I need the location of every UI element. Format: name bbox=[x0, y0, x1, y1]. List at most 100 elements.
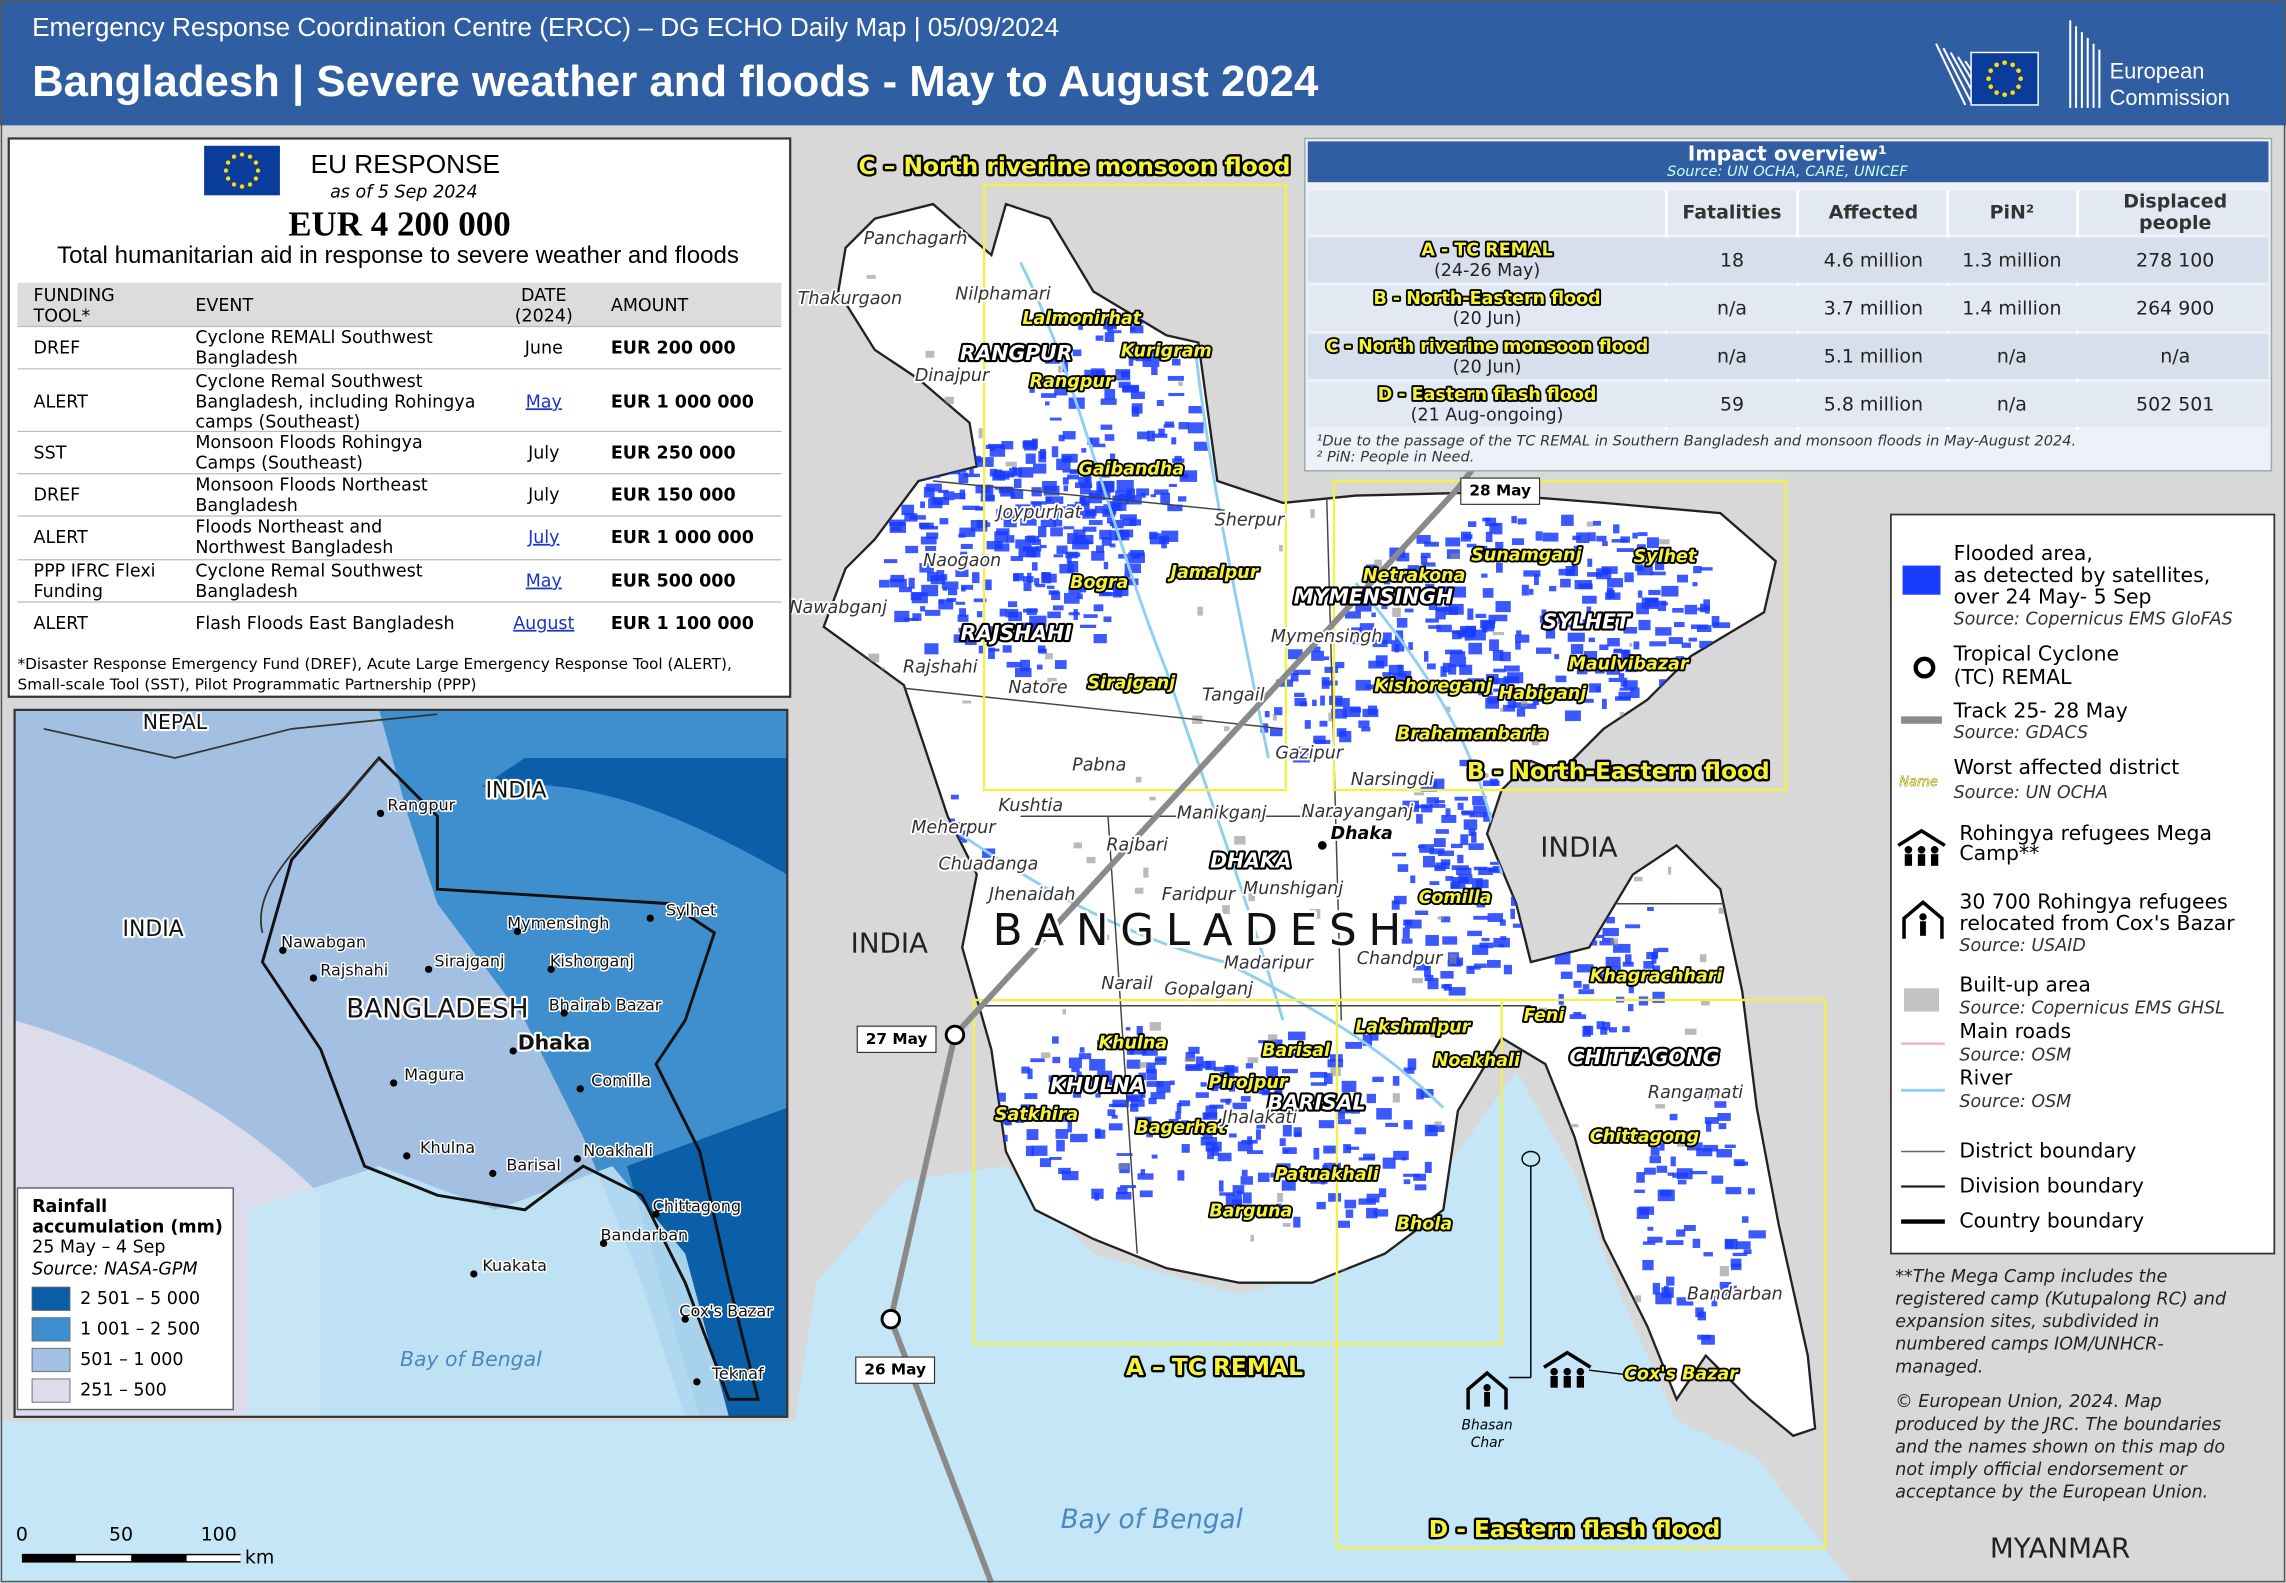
flood-patch bbox=[1416, 1088, 1424, 1100]
flood-patch bbox=[1095, 1093, 1101, 1098]
flood-patch bbox=[1079, 588, 1087, 593]
flood-patch bbox=[1706, 1121, 1712, 1132]
flood-patch bbox=[1467, 889, 1477, 900]
inset-legend-title: accumulation (mm) bbox=[32, 1217, 223, 1237]
inset-label: Barisal bbox=[506, 1156, 560, 1175]
flood-patch bbox=[1237, 1204, 1251, 1210]
flood-patch bbox=[1598, 667, 1610, 672]
flood-patch bbox=[1507, 672, 1524, 684]
flood-patch bbox=[1004, 1119, 1012, 1126]
flood-patch bbox=[1492, 865, 1504, 874]
flood-patch bbox=[1539, 615, 1548, 623]
flood-patch bbox=[1448, 586, 1467, 598]
flood-patch bbox=[1366, 587, 1376, 594]
flood-patch bbox=[1074, 482, 1093, 488]
flood-patch bbox=[1125, 494, 1142, 505]
flood-patch bbox=[1468, 642, 1483, 655]
flood-patch bbox=[1440, 971, 1454, 979]
flood-patch bbox=[1116, 479, 1134, 492]
eu-table-date[interactable]: August bbox=[513, 614, 574, 634]
flood-patch bbox=[1485, 531, 1493, 543]
built-up-patch bbox=[1197, 606, 1203, 616]
flood-patch bbox=[1493, 522, 1503, 535]
flood-patch bbox=[1343, 1144, 1352, 1154]
flood-patch bbox=[1567, 632, 1585, 642]
flood-patch bbox=[1050, 527, 1063, 537]
mega-camp-icon-person bbox=[1576, 1367, 1585, 1376]
flood-patch bbox=[1569, 1014, 1587, 1020]
inset-border bbox=[43, 713, 438, 934]
flood-patch bbox=[1140, 1169, 1146, 1175]
flood-patch bbox=[1045, 496, 1064, 504]
flood-patch bbox=[1031, 539, 1041, 546]
flood-patch bbox=[1320, 1095, 1335, 1102]
flood-patch bbox=[1712, 622, 1731, 629]
flood-patch bbox=[1112, 1099, 1129, 1108]
flood-patch bbox=[1692, 1238, 1701, 1248]
flood-patch bbox=[1634, 1189, 1645, 1193]
flood-patch bbox=[1711, 615, 1720, 627]
flood-patch bbox=[1489, 639, 1499, 651]
flood-patch bbox=[1046, 585, 1055, 589]
flood-patch bbox=[1451, 865, 1469, 871]
river bbox=[932, 815, 1445, 1109]
flood-patch bbox=[1225, 1194, 1242, 1206]
flood-patch bbox=[1424, 965, 1431, 977]
flood-patch bbox=[1492, 649, 1504, 661]
flood-patch bbox=[1024, 1093, 1038, 1100]
flood-patch bbox=[1207, 1147, 1214, 1160]
flood-patch bbox=[1456, 867, 1472, 875]
flood-patch bbox=[1402, 591, 1409, 600]
eu-table-event: Floods Northeast and bbox=[195, 518, 382, 538]
impact-value: 5.8 million bbox=[1824, 394, 1923, 416]
impact-title-bar bbox=[1307, 141, 2269, 183]
flood-patch bbox=[1596, 535, 1607, 542]
flood-patch bbox=[1275, 1203, 1282, 1214]
flood-patch bbox=[1618, 691, 1631, 700]
eu-table-date[interactable]: July bbox=[527, 528, 559, 548]
built-up-patch bbox=[1047, 677, 1057, 683]
flood-patch bbox=[1366, 1193, 1380, 1203]
flood-patch bbox=[1149, 533, 1162, 545]
flood-patch bbox=[1108, 1103, 1126, 1108]
flood-patch bbox=[1318, 1120, 1335, 1129]
flood-patch bbox=[1677, 574, 1688, 583]
flood-patch bbox=[1407, 565, 1420, 573]
flood-patch bbox=[1676, 1131, 1690, 1141]
flood-patch bbox=[1454, 796, 1469, 801]
flood-patch bbox=[1469, 812, 1487, 818]
eu-table-date[interactable]: May bbox=[526, 572, 562, 592]
legend-label: 30 700 Rohingya refugees bbox=[1959, 889, 2227, 913]
flood-patch bbox=[1056, 458, 1071, 471]
flood-patch bbox=[1448, 603, 1464, 615]
inset-place-marker bbox=[560, 1009, 568, 1017]
flood-patch bbox=[1466, 965, 1475, 974]
flood-patch bbox=[1378, 1188, 1387, 1198]
legend-label: Built-up area bbox=[1959, 972, 2090, 996]
district-label: Narsingdi bbox=[1351, 770, 1434, 790]
flood-patch bbox=[1550, 552, 1563, 560]
built-up-patch bbox=[1700, 999, 1710, 1006]
flood-patch bbox=[973, 598, 987, 603]
flood-patch bbox=[939, 518, 949, 525]
flood-patch bbox=[972, 572, 980, 584]
built-up-patch bbox=[1392, 1093, 1400, 1103]
flood-patch bbox=[1100, 424, 1113, 430]
country-label: INDIA bbox=[1540, 830, 1617, 863]
scale-bar-segment bbox=[186, 1555, 241, 1562]
flood-patch bbox=[1255, 1129, 1261, 1140]
flood-patch bbox=[1414, 962, 1430, 971]
flood-patch bbox=[962, 505, 980, 510]
legend-label: Tropical Cyclone bbox=[1953, 641, 2119, 665]
flood-patch bbox=[1362, 1034, 1373, 1046]
flood-patch bbox=[1010, 556, 1024, 561]
flood-patch bbox=[1441, 814, 1457, 823]
flood-patch bbox=[1000, 487, 1014, 497]
district-label: Jhenaidah bbox=[986, 885, 1076, 905]
flood-patch bbox=[1724, 1144, 1736, 1149]
legend-flood-swatch bbox=[1902, 565, 1941, 595]
flood-patch bbox=[1457, 802, 1464, 810]
built-up-patch bbox=[1005, 461, 1017, 467]
eu-table-date[interactable]: May bbox=[526, 392, 562, 412]
legend-label: Main roads bbox=[1959, 1019, 2071, 1043]
